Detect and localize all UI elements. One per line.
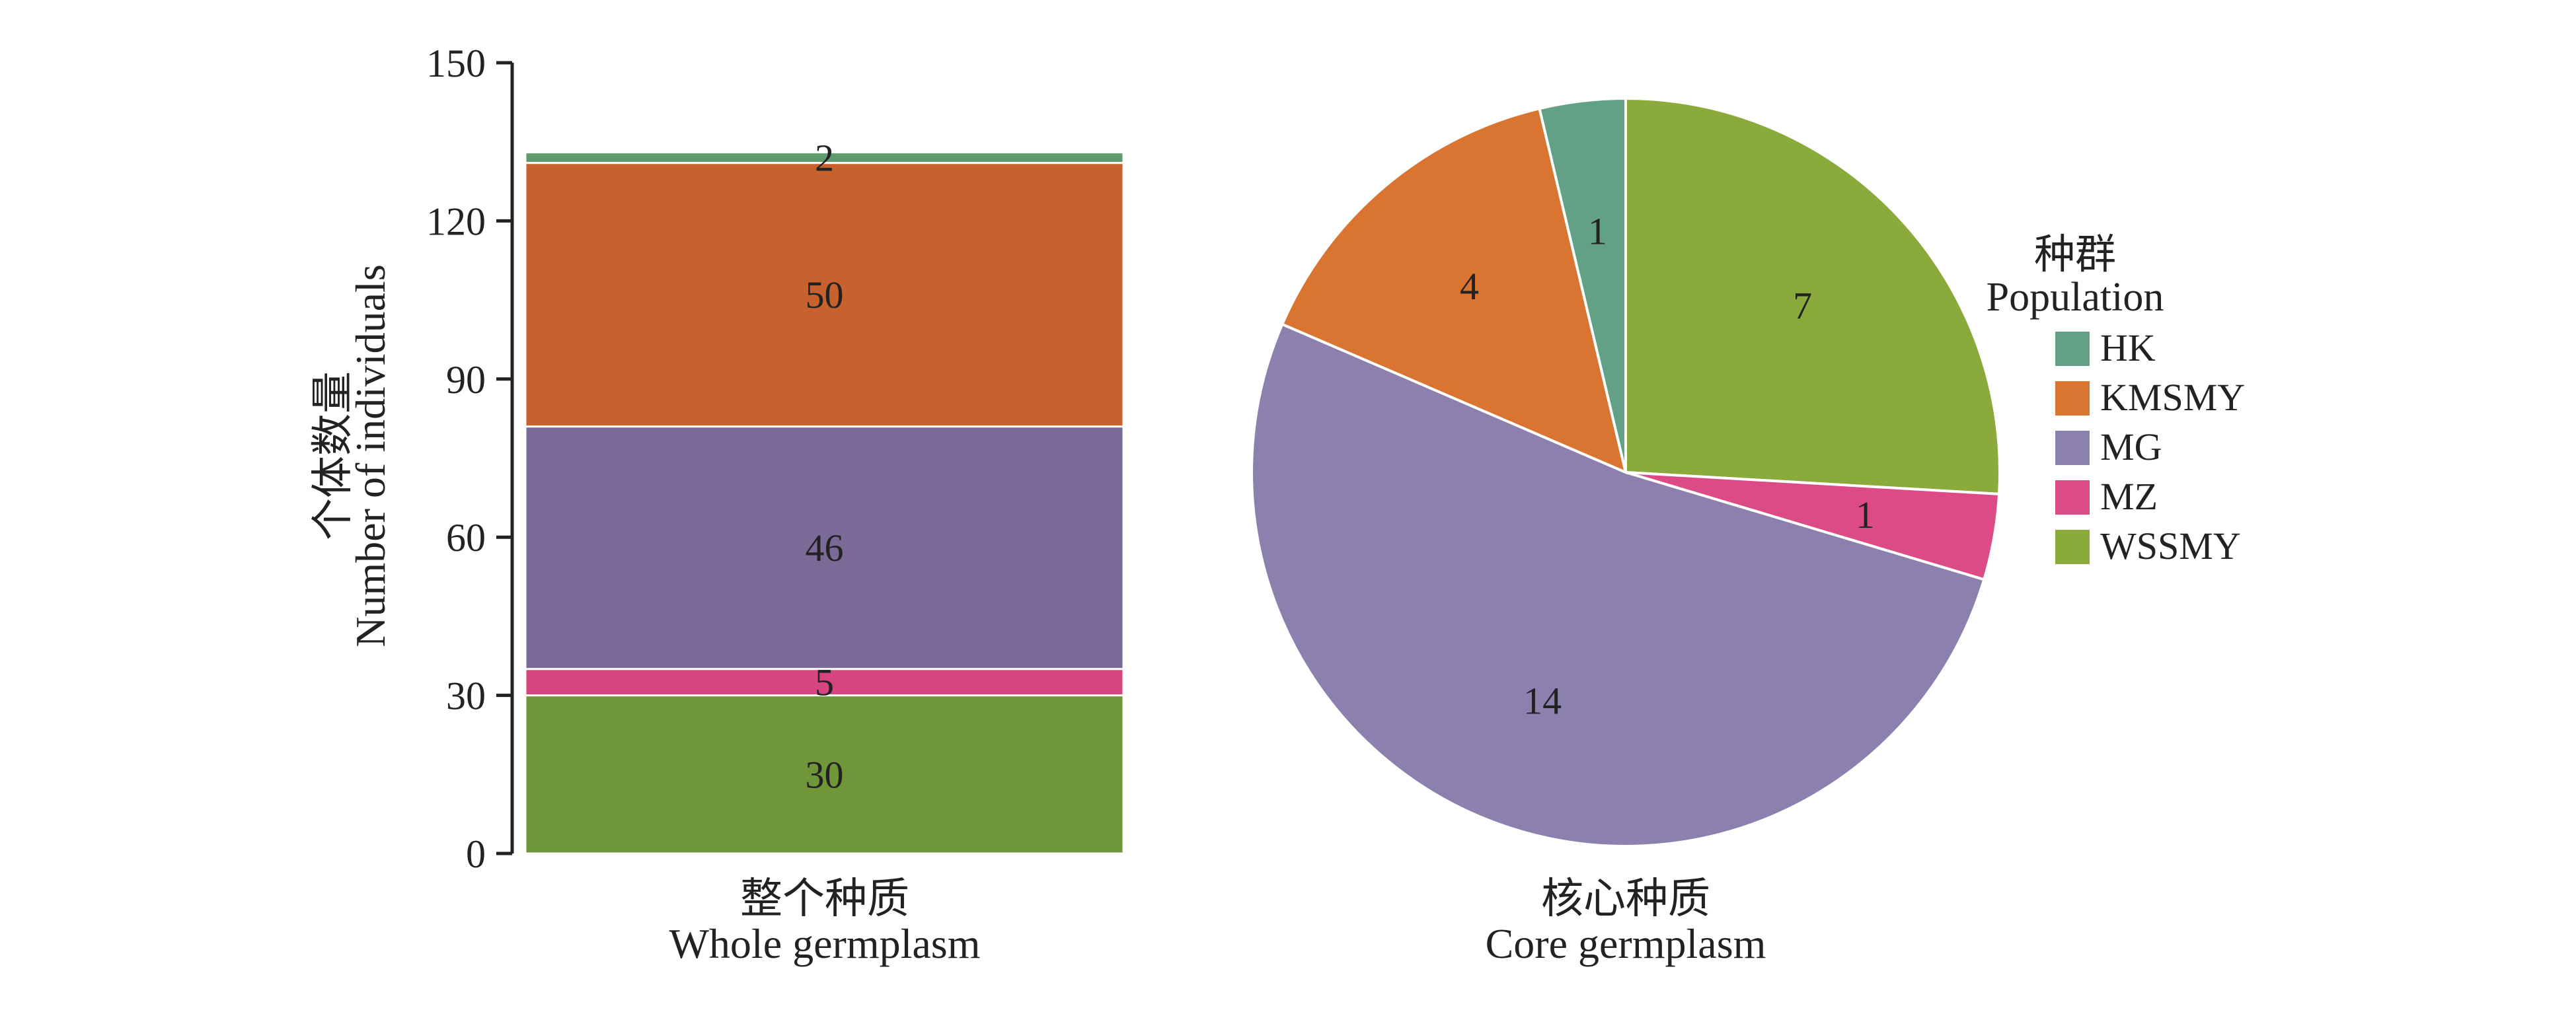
bar-segment-hk (524, 151, 1125, 164)
pie-chart: 7 1 14 4 1 核心种质 Core germplasm (1250, 96, 2001, 967)
pie-slice-hk (1538, 96, 1627, 473)
bar-segments (524, 151, 1125, 855)
bar-data-label-kmsmy: 50 (806, 273, 844, 316)
legend-label-mz: MZ (2100, 475, 2158, 518)
y-tick-label: 0 (466, 832, 486, 876)
bar-segment-kmsmy (524, 162, 1125, 428)
bar-category-label-chinese: 整个种质 (740, 875, 909, 922)
legend-label-mg: MG (2100, 425, 2162, 468)
legend-title-chinese: 种群 (2034, 233, 2116, 277)
pie-slices (1250, 96, 2001, 848)
bar-data-label-hk: 2 (815, 137, 834, 180)
pie-data-labels: 7 1 14 4 1 (1460, 210, 1875, 723)
legend-label-hk: HK (2100, 326, 2156, 369)
bar-segment-wssmy (524, 694, 1125, 855)
legend-swatch-mz (2055, 480, 2090, 515)
y-tick-label: 90 (446, 358, 486, 402)
pie-data-label-mz: 1 (1856, 493, 1875, 536)
pie-slice-kmsmy (1280, 106, 1628, 475)
y-ticks: 0 30 60 90 120 150 (426, 42, 512, 876)
y-axis: 0 30 60 90 120 150 (426, 42, 514, 876)
pie-data-label-hk: 1 (1588, 210, 1607, 253)
legend-swatch-hk (2055, 332, 2090, 366)
pie-data-label-mg: 14 (1523, 680, 1562, 723)
legend-swatch-wssmy (2055, 530, 2090, 564)
y-tick-label: 30 (446, 674, 486, 718)
y-tick-label: 120 (426, 199, 486, 243)
bar-data-label-mg: 46 (806, 526, 844, 569)
legend-swatch-mg (2055, 431, 2090, 465)
stacked-bar-chart: 30 5 46 50 2 0 30 60 90 120 150 个体数量 Number of in… (309, 42, 1125, 967)
y-tick-label: 60 (446, 516, 486, 560)
pie-category-label-english: Core germplasm (1486, 920, 1766, 967)
pie-data-label-kmsmy: 4 (1460, 265, 1479, 308)
pie-data-label-wssmy: 7 (1793, 285, 1812, 328)
legend-swatch-kmsmy (2055, 381, 2090, 416)
y-axis-title-chinese: 个体数量 (309, 371, 356, 540)
y-axis-title-english: Number of individuals (347, 264, 394, 647)
bar-data-label-wssmy: 30 (806, 753, 844, 796)
pie-slice-wssmy (1624, 96, 2001, 496)
bar-segment-mz (524, 668, 1125, 697)
legend-label-wssmy: WSSMY (2100, 525, 2241, 567)
bar-data-labels: 30 5 46 50 2 (806, 137, 844, 797)
bar-data-label-mz: 5 (815, 661, 834, 704)
pie-category-label-chinese: 核心种质 (1541, 875, 1710, 922)
y-tick-label: 150 (426, 42, 486, 85)
pie-slice-mg (1250, 322, 1986, 848)
legend-items: HK KMSMY MG MZ WSSMY (2055, 326, 2245, 567)
legend: 种群 Population HK KMSMY MG MZ WSSMY (1987, 233, 2246, 567)
legend-title-english: Population (1987, 275, 2164, 320)
legend-label-kmsmy: KMSMY (2100, 376, 2245, 419)
bar-category-label-english: Whole germplasm (669, 920, 981, 967)
